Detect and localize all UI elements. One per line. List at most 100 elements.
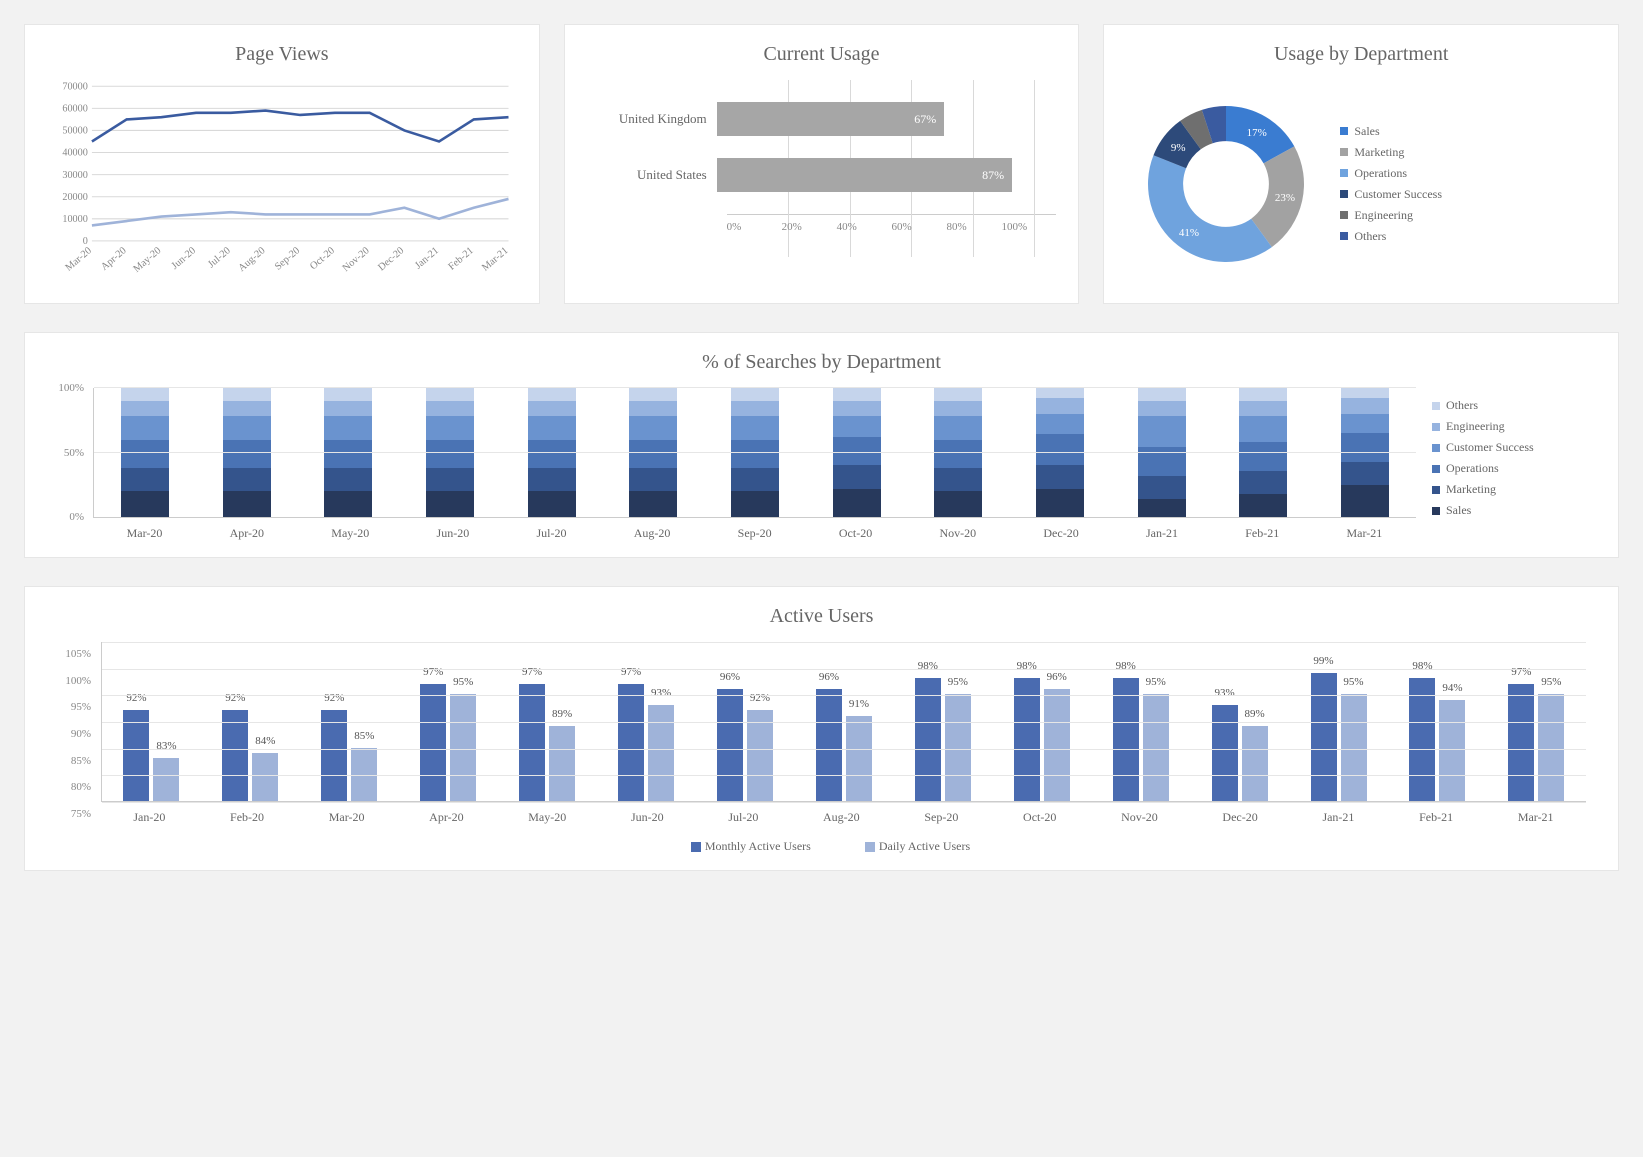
stacked-segment [223,468,271,491]
bar: 93% [648,705,674,801]
stacked-segment [528,416,576,439]
legend-label: Engineering [1354,208,1413,223]
stacked-segment [731,416,779,439]
bar-value-label: 94% [1442,682,1462,694]
stacked-segment [629,388,677,401]
stacked-segment [528,491,576,517]
bar: 89% [1242,726,1268,801]
svg-text:Feb-21: Feb-21 [447,245,476,273]
x-axis-label: Aug-20 [634,526,671,541]
searches-dept-title: % of Searches by Department [47,351,1596,374]
x-axis-label: Aug-20 [823,810,860,825]
stacked-segment [1239,388,1287,401]
legend-label: Engineering [1446,419,1505,434]
bar-value-label: 97% [423,666,443,678]
svg-text:10000: 10000 [62,214,87,225]
card-searches-dept: % of Searches by Department 0%50%100% Ma… [24,332,1619,558]
svg-text:Oct-20: Oct-20 [308,245,337,272]
stacked-segment [1138,416,1186,447]
stacked-segment [833,401,881,416]
bar-value-label: 97% [621,666,641,678]
stacked-segment [1036,414,1084,435]
stacked-segment [426,468,474,491]
bar: 85% [351,748,377,801]
bar-value-label: 95% [453,676,473,688]
legend-item: Operations [1432,461,1596,476]
stacked-segment [1341,433,1389,461]
stacked-segment [1341,398,1389,413]
stacked-segment [1036,398,1084,413]
legend-item: Customer Success [1340,187,1442,202]
stacked-column [1138,388,1186,517]
bar-value-label: 92% [324,692,344,704]
stacked-segment [1036,489,1084,517]
stacked-segment [223,440,271,468]
x-axis-label: Feb-21 [1419,810,1453,825]
stacked-segment [934,388,982,401]
bar-value-label: 92% [750,692,770,704]
legend-label: Sales [1446,503,1471,518]
stacked-segment [833,465,881,488]
x-axis-label: Dec-20 [1043,526,1078,541]
bar: 98% [1409,678,1435,801]
x-axis-label: May-20 [528,810,566,825]
stacked-segment [731,401,779,416]
stacked-segment [1138,476,1186,499]
stacked-segment [731,468,779,491]
stacked-segment [426,416,474,439]
svg-text:20000: 20000 [62,192,87,203]
page-views-title: Page Views [47,43,517,66]
legend-item: Customer Success [1432,440,1596,455]
bar-value-label: 91% [849,698,869,710]
stacked-segment [121,416,169,439]
bar-value-label: 98% [1017,660,1037,672]
legend-item: Marketing [1432,482,1596,497]
legend-item: Daily Active Users [847,839,970,853]
svg-text:40000: 40000 [62,148,87,159]
x-axis-label: Jun-20 [631,810,664,825]
stacked-segment [934,440,982,468]
stacked-column [833,388,881,517]
x-axis-label: Jul-20 [536,526,566,541]
stacked-column [1036,388,1084,517]
stacked-segment [528,388,576,401]
stacked-segment [324,388,372,401]
stacked-column [1239,388,1287,517]
svg-text:30000: 30000 [62,170,87,181]
card-active-users: Active Users 75%80%85%90%95%100%105% 92%… [24,586,1619,871]
x-axis-label: Jan-21 [1322,810,1354,825]
stacked-column [629,388,677,517]
bar-value-label: 98% [918,660,938,672]
bar-value-label: 93% [651,687,671,699]
stacked-segment [1036,388,1084,398]
legend-swatch [1340,148,1348,156]
bar-value-label: 95% [1146,676,1166,688]
legend-item: Monthly Active Users [673,839,811,853]
legend-label: Operations [1446,461,1499,476]
searches-dept-chart: 0%50%100% Mar-20Apr-20May-20Jun-20Jul-20… [47,388,1596,541]
bar: 83% [153,758,179,801]
stacked-segment [1138,401,1186,416]
svg-text:Sep-20: Sep-20 [273,245,302,273]
bar: 97% [618,684,644,801]
bar-value-label: 84% [255,735,275,747]
bar: 92% [747,710,773,801]
donut-slice [1148,155,1272,262]
stacked-segment [629,440,677,468]
stacked-segment [1138,499,1186,517]
svg-text:23%: 23% [1275,192,1295,204]
stacked-segment [833,416,881,437]
svg-text:70000: 70000 [62,81,87,92]
stacked-column [426,388,474,517]
stacked-segment [731,491,779,517]
stacked-segment [934,401,982,416]
usage-dept-title: Usage by Department [1126,43,1596,66]
bar-value-label: 97% [522,666,542,678]
stacked-segment [731,388,779,401]
bar: 84% [252,753,278,801]
bar: 98% [1113,678,1139,801]
stacked-column [731,388,779,517]
stacked-segment [426,440,474,468]
stacked-segment [121,388,169,401]
stacked-segment [426,491,474,517]
